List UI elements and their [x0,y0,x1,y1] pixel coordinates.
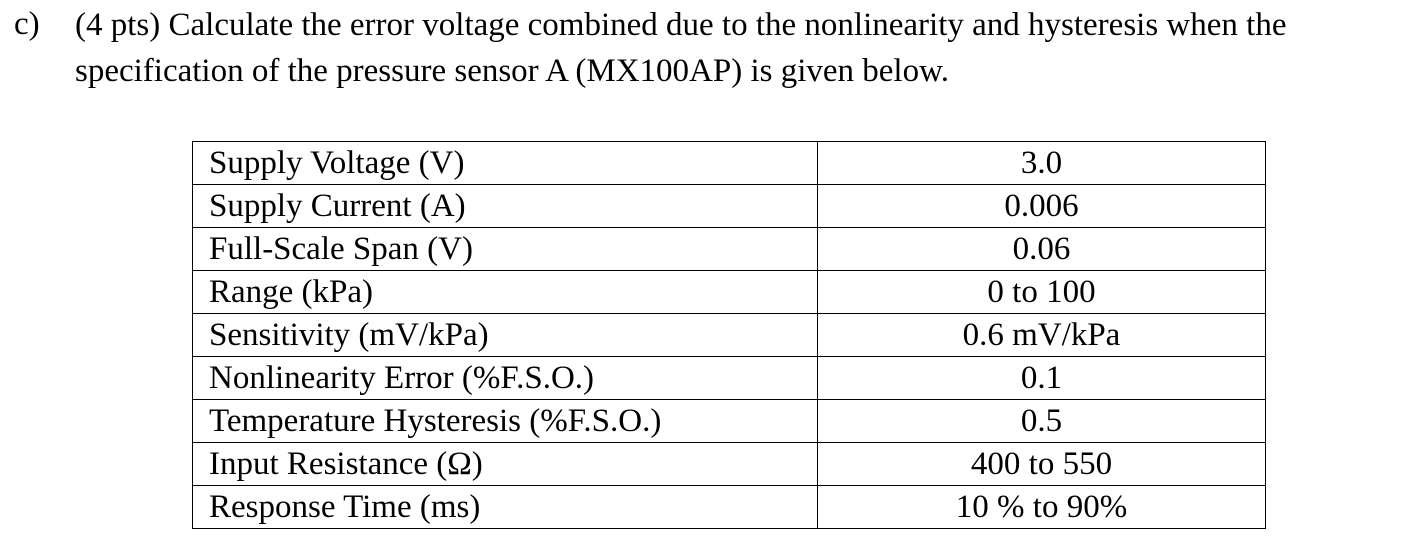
parameter-cell: Input Resistance (Ω) [192,442,818,486]
parameter-cell: Supply Voltage (V) [192,141,818,185]
parameter-cell: Supply Current (A) [192,184,818,228]
value-cell: 0.6 mV/kPa [817,313,1266,357]
table-row: Response Time (ms) 10 % to 90% [192,485,1266,529]
parameter-cell: Response Time (ms) [192,485,818,529]
parameter-cell: Temperature Hysteresis (%F.S.O.) [192,399,818,443]
value-cell: 400 to 550 [817,442,1266,486]
question-text: (4 pts) Calculate the error voltage comb… [75,2,1286,94]
question-line: (4 pts) Calculate the error voltage comb… [75,7,1287,43]
parameter-cell: Nonlinearity Error (%F.S.O.) [192,356,818,400]
table-row: Input Resistance (Ω) 400 to 550 [192,442,1266,486]
parameter-cell: Sensitivity (mV/kPa) [192,313,818,357]
table-row: Range (kPa) 0 to 100 [192,270,1266,314]
question-line: specification of the pressure sensor A (… [75,53,950,89]
spec-table: Supply Voltage (V) 3.0 Supply Current (A) 0… [192,141,1266,529]
table-row: Nonlinearity Error (%F.S.O.) 0.1 [192,356,1266,400]
table-row: Temperature Hysteresis (%F.S.O.) 0.5 [192,399,1266,443]
table-row: Sensitivity (mV/kPa) 0.6 mV/kPa [192,313,1266,357]
table-row: Full-Scale Span (V) 0.06 [192,227,1266,271]
parameter-cell: Full-Scale Span (V) [192,227,818,271]
table-body: Supply Voltage (V) 3.0 Supply Current (A) 0… [192,141,1266,529]
question-label: c) [14,6,40,42]
value-cell: 0.006 [817,184,1266,228]
value-cell: 0 to 100 [817,270,1266,314]
value-cell: 0.5 [817,399,1266,443]
value-cell: 3.0 [817,141,1266,185]
value-cell: 0.06 [817,227,1266,271]
parameter-cell: Range (kPa) [192,270,818,314]
table-row: Supply Voltage (V) 3.0 [192,141,1266,185]
table-row: Supply Current (A) 0.006 [192,184,1266,228]
value-cell: 0.1 [817,356,1266,400]
value-cell: 10 % to 90% [817,485,1266,529]
